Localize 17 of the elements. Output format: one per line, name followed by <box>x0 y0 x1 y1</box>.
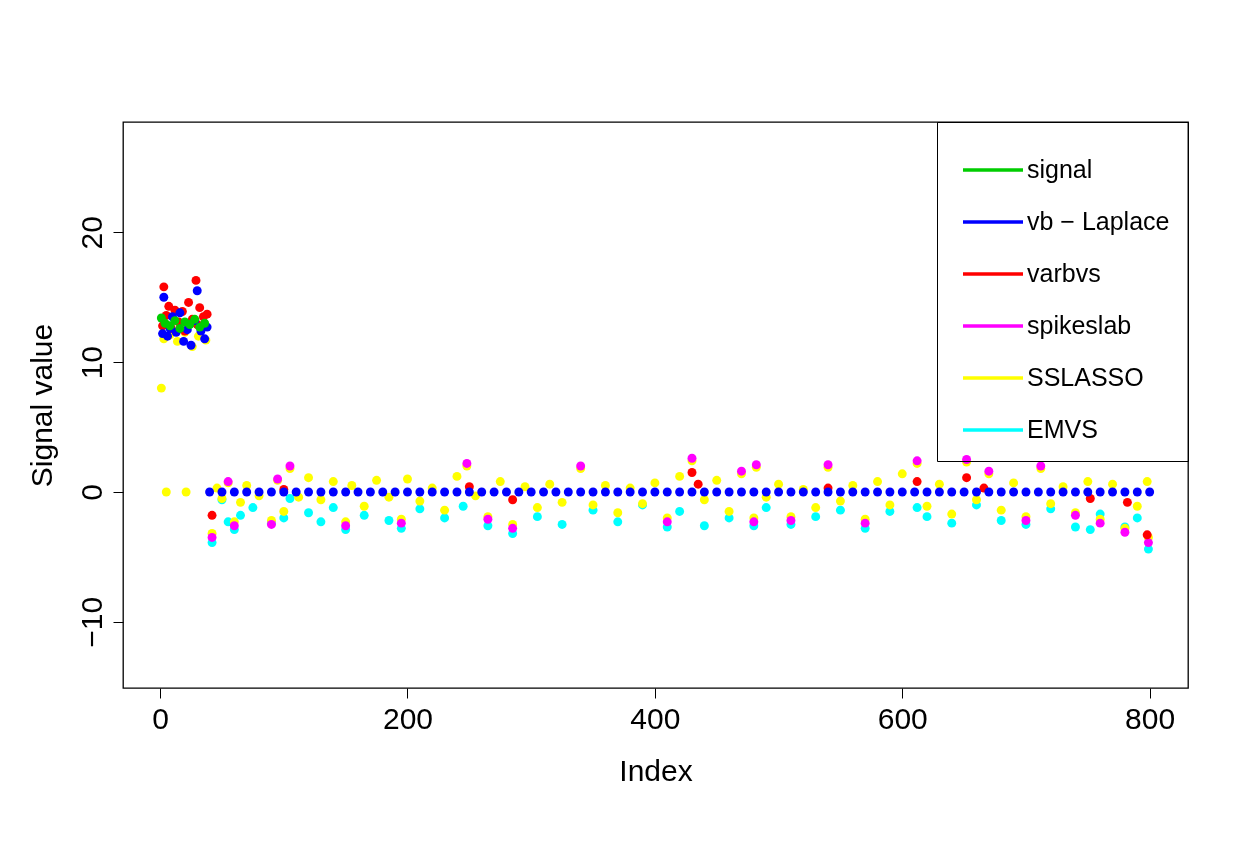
y-tick-label: 10 <box>74 345 108 380</box>
legend-label: SSLASSO <box>1027 363 1144 391</box>
x-tick-label: 800 <box>1125 701 1176 735</box>
x-tick-label: 0 <box>152 701 169 735</box>
x-tick-label: 400 <box>630 701 681 735</box>
legend-label: spikeslab <box>1027 311 1132 339</box>
legend-label: varbvs <box>1027 259 1101 287</box>
y-tick-label: −10 <box>74 596 108 648</box>
x-tick-label: 200 <box>382 701 434 735</box>
y-axis-title: Signal value <box>24 323 58 488</box>
y-tick-label: 0 <box>74 484 108 501</box>
legend-label: signal <box>1027 155 1093 183</box>
y-tick-label: 20 <box>74 216 108 250</box>
legend-label: vb − Laplace <box>1027 207 1170 235</box>
x-axis-title: Index <box>619 753 693 787</box>
legend-label: EMVS <box>1027 415 1098 443</box>
x-tick-label: 600 <box>877 701 928 735</box>
